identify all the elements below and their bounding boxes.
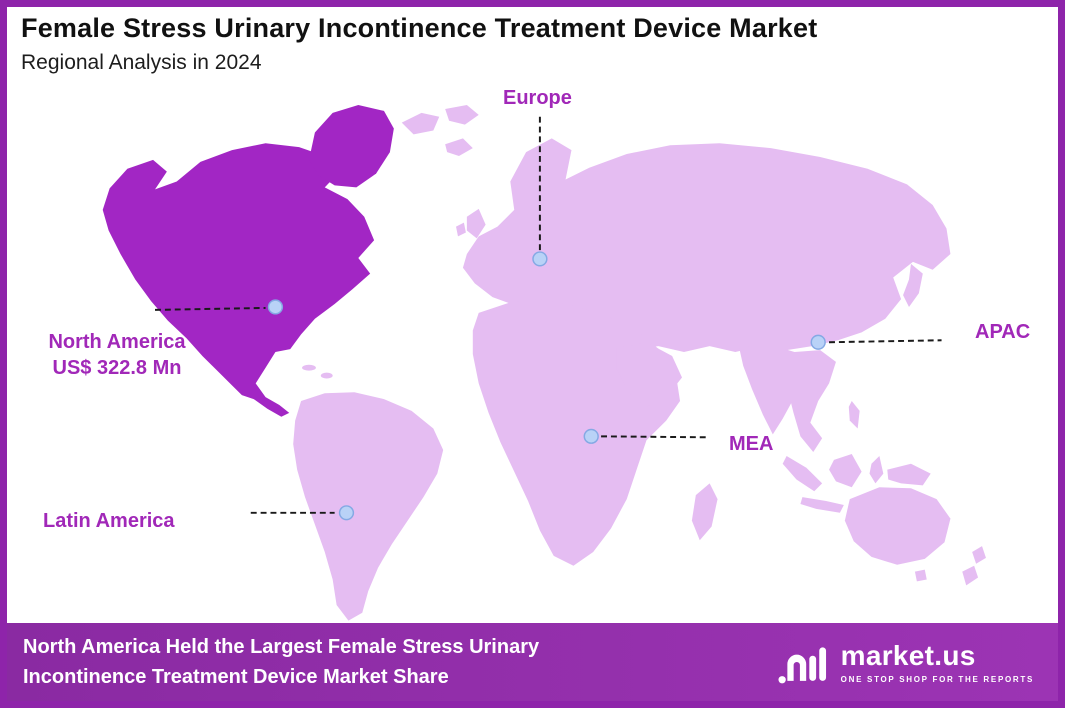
- borneo-shape: [829, 453, 862, 488]
- north-america-label: North America US$ 322.8 Mn: [17, 329, 217, 381]
- ireland-shape: [456, 222, 466, 237]
- apac-marker-dot: [810, 334, 826, 350]
- caribbean-island-2: [320, 372, 333, 379]
- footer-headline: North America Held the Largest Female St…: [23, 632, 539, 692]
- new-zealand-north-shape: [972, 546, 986, 564]
- apac-leader-line: [829, 339, 942, 344]
- brand-name: market.us: [840, 640, 976, 671]
- japan-shape: [903, 263, 923, 307]
- india-shape: [739, 344, 805, 435]
- java-shape: [800, 497, 844, 513]
- mea-marker-dot: [583, 428, 599, 444]
- world-map: [102, 105, 986, 621]
- iceland-shape: [445, 138, 473, 156]
- mea-label: MEA: [729, 433, 774, 455]
- europe-label: Europe: [503, 87, 572, 109]
- new-zealand-south-shape: [962, 565, 979, 586]
- uk-shape: [466, 208, 486, 239]
- svalbard-shape: [445, 105, 479, 125]
- mea-leader-line: [601, 435, 710, 439]
- greenland-shape: [308, 105, 394, 188]
- sumatra-shape: [782, 455, 823, 492]
- europe-marker-dot: [532, 251, 548, 267]
- footer-headline-line1: North America Held the Largest Female St…: [23, 636, 540, 658]
- australia-shape: [844, 487, 951, 565]
- footer-bar: North America Held the Largest Female St…: [7, 623, 1058, 701]
- brand-block: market.us ONE STOP SHOP FOR THE REPORTS: [775, 639, 1034, 685]
- north-america-shape: [102, 143, 375, 417]
- arabia-shape: [616, 342, 683, 407]
- latin-america-marker-dot: [338, 505, 355, 521]
- tasmania-shape: [914, 569, 927, 582]
- north-america-marker-dot: [267, 299, 284, 315]
- page-subtitle: Regional Analysis in 2024: [21, 51, 262, 74]
- indochina-shape: [787, 350, 836, 453]
- north-america-leader-line: [155, 306, 266, 311]
- brand-tagline: ONE STOP SHOP FOR THE REPORTS: [840, 675, 1034, 684]
- arctic-islands-shape: [401, 112, 440, 135]
- new-guinea-shape: [887, 463, 931, 486]
- market-us-logo-icon: [778, 647, 826, 684]
- eurasia-shape: [462, 138, 951, 353]
- brand-text-column: market.us ONE STOP SHOP FOR THE REPORTS: [841, 640, 1034, 684]
- north-america-label-text: North America: [48, 331, 186, 353]
- latin-america-label: Latin America: [43, 510, 175, 532]
- philippines-shape: [848, 401, 860, 429]
- apac-label: APAC: [975, 321, 1031, 343]
- header: Female Stress Urinary Incontinence Treat…: [21, 13, 817, 75]
- madagascar-shape: [691, 483, 718, 541]
- footer-headline-line2: Incontinence Treatment Device Market Sha…: [23, 666, 449, 688]
- caribbean-island-1: [302, 364, 316, 371]
- south-america-shape: [293, 392, 444, 621]
- north-america-value: US$ 322.8 Mn: [52, 357, 182, 379]
- sulawesi-shape: [869, 455, 884, 484]
- page-title: Female Stress Urinary Incontinence Treat…: [21, 13, 818, 43]
